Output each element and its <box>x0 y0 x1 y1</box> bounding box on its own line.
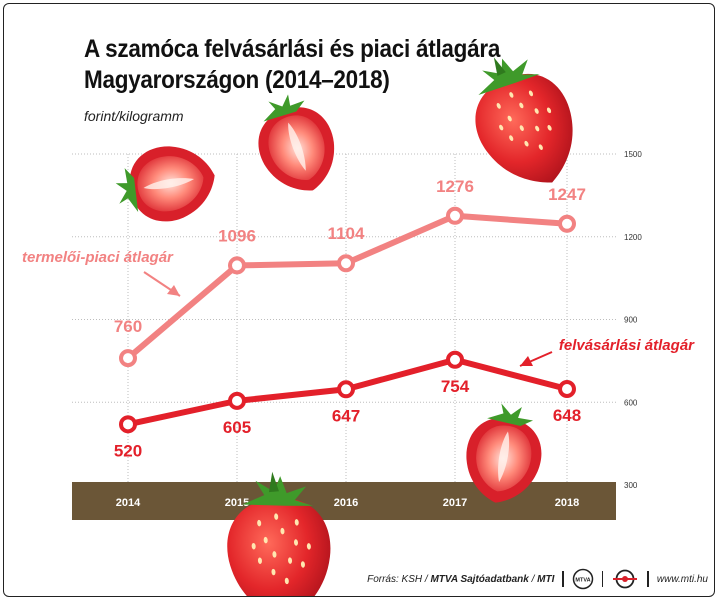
data-label: 605 <box>223 418 251 437</box>
footer-divider <box>647 571 649 587</box>
series <box>119 206 576 434</box>
y-tick-label: 900 <box>624 316 638 325</box>
source-text: Forrás: KSH / MTVA Sajtóadatbank / MTI <box>367 574 554 585</box>
data-label: 520 <box>114 441 142 460</box>
x-tick-label: 2014 <box>116 497 141 509</box>
x-tick-label: 2016 <box>334 497 358 509</box>
data-point <box>446 206 464 225</box>
source-separator: / <box>528 573 538 585</box>
y-tick-label: 1200 <box>624 233 642 242</box>
y-tick-label: 600 <box>624 398 638 407</box>
data-point <box>337 254 355 273</box>
y-axis-ticks: 300 600 900 1200 1500 <box>624 150 642 490</box>
data-label: 1276 <box>436 177 474 196</box>
data-label: 1096 <box>218 226 256 245</box>
mti-logo-icon <box>613 569 638 589</box>
data-labels: 760 1096 1104 1276 1247 520 605 647 754 648 <box>114 177 586 461</box>
arrow-icon <box>520 356 533 366</box>
data-label: 1104 <box>328 224 365 243</box>
grid <box>72 153 616 486</box>
data-label: 754 <box>441 377 470 396</box>
data-point <box>558 214 576 233</box>
data-point <box>228 391 246 410</box>
data-point <box>337 380 355 399</box>
data-point <box>228 256 246 275</box>
footer: Forrás: KSH / MTVA Sajtóadatbank / MTI M… <box>367 568 708 590</box>
data-point <box>119 415 137 434</box>
x-tick-label: 2015 <box>225 497 249 509</box>
y-tick-label: 1500 <box>624 150 642 159</box>
strawberry-icon <box>110 138 222 230</box>
footer-divider <box>562 571 564 587</box>
data-label: 1247 <box>548 185 586 204</box>
chart-title: A szamóca felvásárlási és piaci átlagára… <box>84 35 501 94</box>
x-tick-label: 2017 <box>443 497 467 509</box>
y-tick-label: 300 <box>624 481 638 490</box>
data-label: 760 <box>114 317 142 336</box>
source-prefix: Forrás: KSH / <box>367 573 431 585</box>
unit-label: forint/kilogramm <box>84 108 184 124</box>
mtva-logo-icon: MTVA <box>572 568 594 590</box>
data-point <box>446 350 464 369</box>
strawberry-icon <box>243 84 349 204</box>
series-label-felvasarlasi: felvásárlási átlagár <box>559 337 695 354</box>
x-tick-label: 2018 <box>555 497 579 509</box>
website-link[interactable]: www.mti.hu <box>656 573 708 585</box>
data-point <box>558 380 576 399</box>
x-axis-ticks: 2014 2015 2016 2017 2018 <box>116 497 579 509</box>
source-mti: MTI <box>537 573 555 585</box>
data-label: 648 <box>553 406 581 425</box>
data-label: 647 <box>332 406 360 425</box>
infographic-frame: A szamóca felvásárlási és piaci átlagára… <box>3 3 715 597</box>
footer-divider <box>601 571 604 587</box>
arrow-icon <box>167 285 180 296</box>
data-point <box>119 349 137 368</box>
chart-area: 300 600 900 1200 1500 2014 2015 2016 2017 2018 7… <box>22 4 695 597</box>
source-agency: MTVA Sajtóadatbank <box>430 573 529 585</box>
mtva-logo-text: MTVA <box>575 578 590 584</box>
series-label-termeloi: termelői-piaci átlagár <box>22 249 174 266</box>
